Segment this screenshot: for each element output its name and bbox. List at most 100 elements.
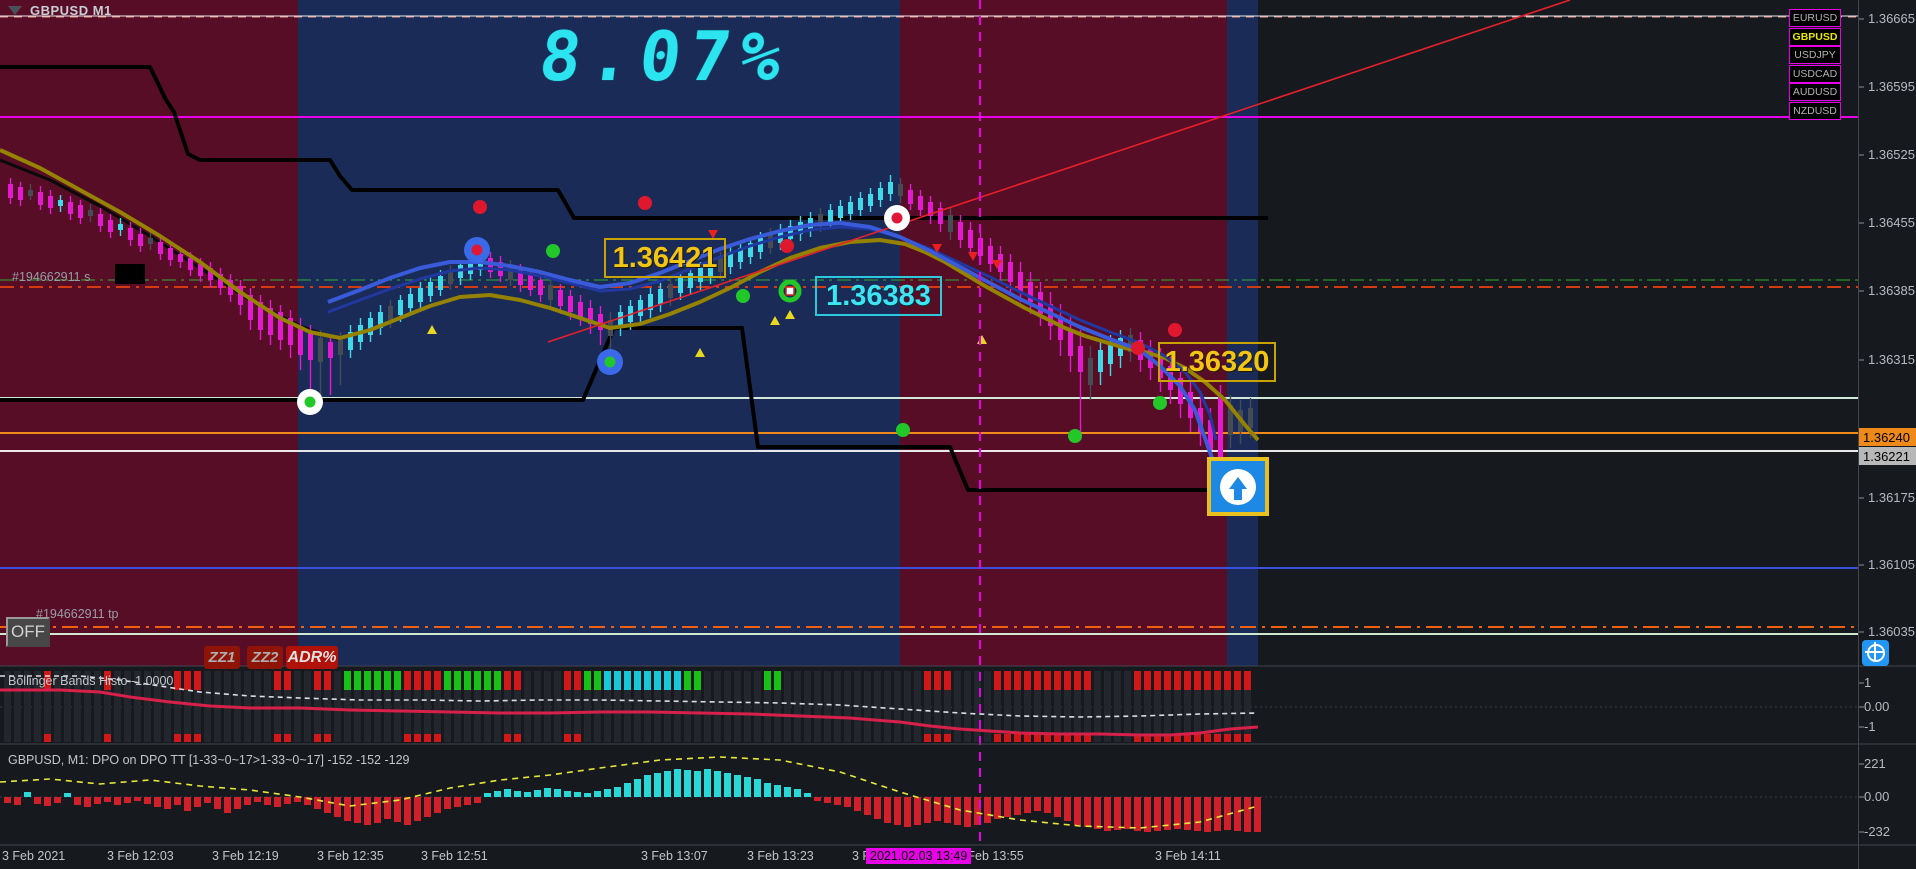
histo-bg-bar — [474, 671, 481, 742]
histo-signal-bar — [614, 671, 621, 690]
dpo-bar — [164, 797, 171, 809]
histo-signal-bar — [654, 671, 661, 690]
red-dot-marker — [473, 200, 487, 214]
dpo-bar — [304, 797, 311, 805]
histo-bg-bar — [54, 671, 61, 742]
candle-body — [1248, 408, 1253, 428]
candle-body — [148, 238, 153, 244]
chart-dropdown-icon[interactable] — [8, 6, 22, 15]
candle-body — [678, 278, 683, 293]
dpo-bar — [154, 797, 161, 807]
candle-body — [88, 210, 93, 216]
watchlist-item-usdcad[interactable]: USDCAD — [1789, 64, 1841, 83]
candle-body — [248, 295, 253, 320]
histo-bg-bar — [724, 671, 731, 742]
dpo-bar — [584, 793, 591, 797]
histo-bg-bar — [1084, 671, 1091, 742]
dpo-bar — [1174, 797, 1181, 829]
crosshair-target-icon[interactable] — [1862, 640, 1889, 666]
dpo-bar — [34, 797, 41, 804]
histo-bg-bar — [194, 671, 201, 742]
histo-bg-bar — [664, 671, 671, 742]
candle-body — [378, 312, 383, 328]
dpo-bar — [1124, 797, 1131, 829]
histo-bottom-bar — [994, 734, 1001, 742]
zz2-button[interactable]: ZZ2 — [247, 646, 283, 669]
dpo-bar — [1084, 797, 1091, 827]
histo-bottom-bar — [174, 734, 181, 742]
dpo-bar — [394, 797, 401, 822]
histo-bg-bar — [684, 671, 691, 742]
histo-bg-bar — [1124, 671, 1131, 742]
histo-bg-bar — [1104, 671, 1111, 742]
dpo-bar — [214, 797, 221, 809]
adr-button[interactable]: ADR% — [286, 646, 338, 669]
candle-body — [818, 214, 823, 226]
chart-title: GBPUSD M1 — [30, 3, 112, 18]
histo-bg-bar — [584, 671, 591, 742]
histo-bottom-bar — [1074, 734, 1081, 742]
watchlist-item-audusd[interactable]: AUDUSD — [1789, 83, 1841, 101]
watchlist-item-gbpusd[interactable]: GBPUSD — [1789, 27, 1841, 46]
candle-body — [858, 198, 863, 210]
dpo-bar — [564, 791, 571, 797]
zz1-button[interactable]: ZZ1 — [204, 646, 240, 669]
dpo-bar — [654, 773, 661, 797]
dpo-bar — [44, 797, 51, 806]
dpo-bar — [324, 797, 331, 813]
down-arrow-marker — [968, 252, 978, 261]
histo-bg-bar — [834, 671, 841, 742]
histo-signal-bar — [1084, 671, 1091, 690]
watchlist-item-eurusd[interactable]: EURUSD — [1789, 9, 1841, 27]
dpo-bar — [864, 797, 871, 815]
histo-bg-bar — [1144, 671, 1151, 742]
candle-body — [728, 253, 733, 267]
dpo-bar — [384, 797, 391, 819]
watchlist-item-usdjpy[interactable]: USDJPY — [1789, 46, 1841, 64]
histo-bottom-bar — [414, 734, 421, 742]
candle-body — [828, 210, 833, 222]
candle-body — [318, 338, 323, 362]
dpo-bar — [714, 771, 721, 797]
histo-signal-bar — [1134, 671, 1141, 690]
dpo-bar — [674, 769, 681, 797]
histo-bg-bar — [944, 671, 951, 742]
histo-signal-bar — [1184, 671, 1191, 690]
dpo-bar — [204, 797, 211, 803]
signal-arrow-icon[interactable] — [1207, 457, 1269, 516]
off-button[interactable]: OFF — [6, 617, 50, 647]
dpo-bar — [534, 790, 541, 797]
watchlist-item-nzdusd[interactable]: NZDUSD — [1789, 101, 1841, 120]
candle-body — [218, 274, 223, 288]
histo-signal-bar — [584, 671, 591, 690]
candle-body — [168, 248, 173, 260]
histo-bg-bar — [974, 671, 981, 742]
histo-signal-bar — [314, 671, 321, 690]
dpo-bar — [244, 797, 251, 805]
dpo-bar — [4, 797, 11, 803]
histo-signal-bar — [424, 671, 431, 690]
histo-bg-bar — [984, 671, 991, 742]
dpo-bar — [24, 792, 31, 797]
dpo-bar — [934, 797, 941, 821]
histo-bg-bar — [174, 671, 181, 742]
candle-body — [468, 260, 473, 274]
time-axis-label: 3 Feb 13:07 — [641, 849, 708, 863]
green-dot-marker — [1153, 396, 1167, 410]
dpo-bar — [974, 797, 981, 825]
signal-core-dot — [471, 244, 483, 256]
histo-signal-bar — [1034, 671, 1041, 690]
price-tag-3: 1.36320 — [1158, 342, 1276, 382]
histo-bottom-bar — [1004, 734, 1011, 742]
histo-bottom-bar — [1164, 734, 1171, 742]
green-dot-marker — [546, 244, 560, 258]
dpo-bar — [234, 797, 241, 809]
histo-bg-bar — [24, 671, 31, 742]
signal-circle-icon — [1220, 468, 1256, 505]
histo-bottom-bar — [1144, 734, 1151, 742]
candle-body — [648, 294, 653, 310]
dpo-bar — [514, 791, 521, 797]
dpo-bar — [774, 785, 781, 797]
candle-body — [78, 205, 83, 218]
